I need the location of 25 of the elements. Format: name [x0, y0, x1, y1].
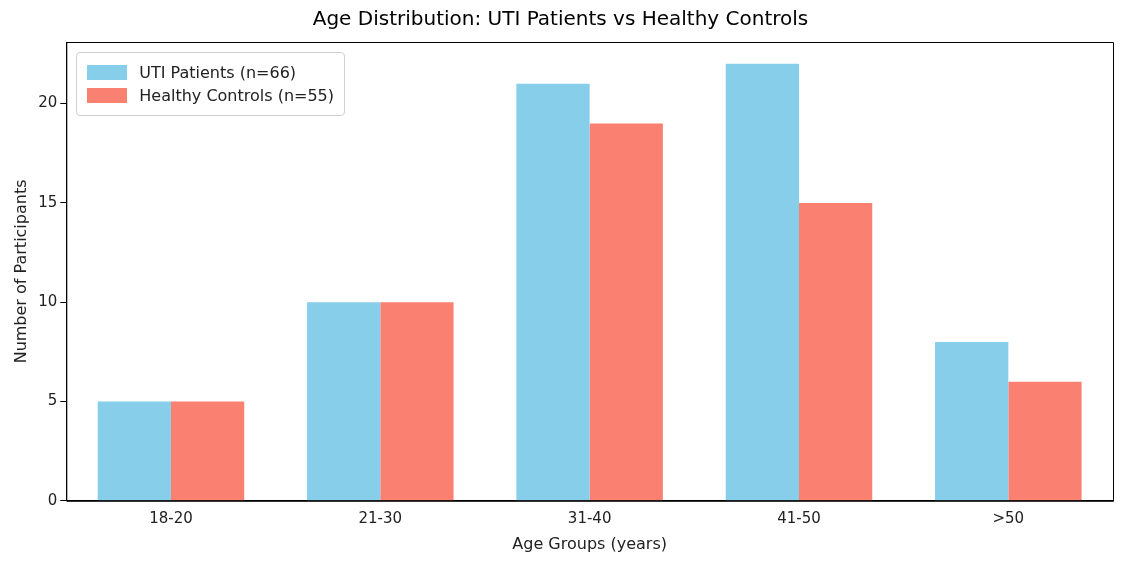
x-tick-label: 41-50: [777, 508, 821, 527]
y-tick-label: 0: [47, 490, 58, 509]
legend-label: UTI Patients (n=66): [139, 63, 297, 82]
bar: [798, 202, 873, 501]
y-axis-title: Number of Participants: [10, 179, 30, 364]
legend-label: Healthy Controls (n=55): [139, 86, 335, 105]
y-tick-label: 5: [47, 391, 58, 410]
bar: [589, 123, 663, 501]
bar: [97, 401, 171, 501]
bar: [935, 341, 1009, 501]
bar: [307, 302, 381, 501]
y-tick-label: 15: [38, 192, 58, 211]
x-tick-label: 31-40: [567, 508, 612, 527]
bar: [516, 83, 590, 501]
bar: [380, 302, 454, 501]
chart-title: Age Distribution: UTI Patients vs Healthy Controls: [312, 6, 809, 31]
bar: [1008, 381, 1082, 501]
bar: [725, 63, 799, 501]
y-tick-label: 20: [38, 93, 58, 112]
x-tick-label: 21-30: [358, 508, 403, 527]
x-tick-label: >50: [992, 508, 1025, 527]
x-tick-label: 18-20: [149, 508, 193, 527]
bar: [170, 401, 245, 501]
y-tick-label: 10: [38, 292, 58, 311]
x-axis-title: Age Groups (years): [512, 533, 667, 553]
